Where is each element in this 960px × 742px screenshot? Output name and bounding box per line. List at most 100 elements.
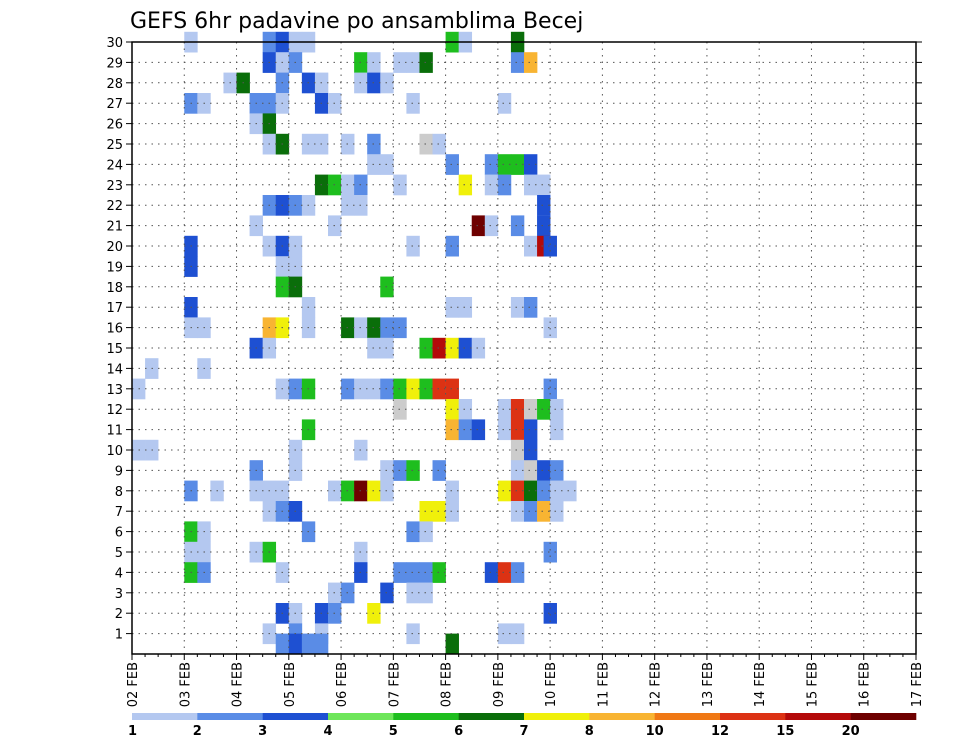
heat-cell [406, 93, 420, 114]
y-tick-label: 17 [106, 301, 123, 316]
heat-cell [445, 378, 459, 400]
heat-cell [432, 460, 446, 481]
y-tick-label: 5 [115, 546, 123, 561]
heat-cell [393, 317, 407, 339]
y-tick-label: 9 [115, 464, 123, 479]
heat-cell [537, 399, 551, 420]
y-tick-label: 1 [115, 628, 123, 643]
heat-cell [537, 195, 551, 216]
y-tick-label: 18 [106, 281, 123, 296]
heat-cell [484, 174, 499, 196]
heat-cell [406, 235, 420, 257]
heat-cell [510, 154, 525, 175]
heat-cell [510, 480, 525, 502]
heat-cell [543, 603, 557, 624]
heat-cell [393, 378, 407, 400]
heat-cell [445, 297, 459, 318]
heat-cell [537, 480, 551, 502]
heat-cell [458, 337, 473, 359]
heat-cell [510, 52, 525, 73]
heat-cell [458, 399, 473, 420]
heat-cell [497, 174, 512, 196]
y-tick-label: 30 [106, 36, 123, 51]
x-tick-label: 12 FEB [649, 662, 664, 707]
legend-label: 1 [128, 724, 137, 739]
legend-label: 12 [711, 724, 729, 739]
heat-cell [445, 337, 459, 359]
x-axis: 02 FEB 03 FEB 04 FEB 05 FEB 06 FEB 07 FEB 08 F… [126, 654, 925, 707]
x-tick-label: 06 FEB [335, 662, 350, 707]
y-tick-label: 3 [115, 587, 123, 602]
heat-cell [275, 633, 290, 655]
heat-cell [524, 480, 538, 502]
legend-label: 3 [258, 724, 267, 739]
heat-cell [406, 562, 420, 583]
legend-label: 2 [193, 724, 202, 739]
legend-label: 5 [389, 724, 398, 739]
heat-cell [524, 460, 538, 481]
heat-cell [484, 562, 499, 583]
heat-cell [497, 562, 512, 583]
y-tick-label: 8 [115, 485, 123, 500]
heat-cell [524, 399, 538, 420]
heat-cell [301, 633, 316, 655]
heat-cell [550, 419, 564, 441]
heat-cell [550, 501, 564, 522]
y-tick-label: 21 [106, 220, 123, 235]
y-tick-label: 13 [106, 383, 123, 398]
x-tick-label: 15 FEB [805, 662, 820, 707]
heat-cell [432, 378, 446, 400]
x-tick-label: 13 FEB [701, 662, 716, 707]
heat-cell [393, 52, 407, 73]
x-tick-label: 11 FEB [596, 662, 611, 707]
legend-swatch [328, 713, 394, 720]
heat-cell [471, 419, 486, 441]
heat-cell [445, 633, 459, 655]
y-tick-label: 14 [106, 362, 123, 377]
heat-cell [497, 154, 512, 175]
heat-cell [406, 378, 420, 400]
heat-cell [510, 215, 525, 237]
legend-label: 6 [454, 724, 463, 739]
legend-label: 10 [646, 724, 664, 739]
y-tick-label: 23 [106, 179, 123, 194]
heat-cell [458, 174, 473, 196]
heat-cell [445, 480, 459, 502]
heat-cell [393, 562, 407, 583]
x-tick-label: 09 FEB [492, 662, 507, 707]
heat-cell [524, 419, 538, 441]
heat-cell [543, 541, 557, 563]
heat-cell [432, 501, 446, 522]
heat-cell [419, 521, 433, 543]
heat-cell [393, 174, 407, 196]
heat-cell [406, 582, 420, 604]
heat-cell [550, 480, 564, 502]
heat-cell [550, 399, 564, 420]
heat-cell [484, 154, 499, 175]
y-tick-label: 11 [106, 424, 123, 439]
heat-cell [563, 480, 577, 502]
heat-cell [537, 460, 551, 481]
y-tick-label: 16 [106, 322, 123, 337]
heat-cell [524, 154, 538, 175]
heat-cell [524, 52, 538, 73]
heat-cell [419, 52, 433, 73]
y-tick-label: 4 [115, 566, 123, 581]
heat-cell [524, 235, 538, 257]
heat-cell [471, 215, 486, 237]
heat-cell [458, 419, 473, 441]
y-tick-label: 29 [106, 56, 123, 71]
x-tick-label: 14 FEB [753, 662, 768, 707]
x-tick-label: 05 FEB [283, 662, 298, 707]
legend-label: 7 [519, 724, 528, 739]
y-tick-label: 25 [106, 138, 123, 153]
heat-cell [510, 419, 525, 441]
x-tick-label: 07 FEB [387, 662, 402, 707]
heat-cell [510, 399, 525, 420]
y-tick-label: 6 [115, 526, 123, 541]
x-tick-label: 02 FEB [126, 662, 141, 707]
heat-cell [393, 399, 407, 420]
heat-cell [484, 215, 499, 237]
x-tick-label: 04 FEB [231, 662, 246, 707]
